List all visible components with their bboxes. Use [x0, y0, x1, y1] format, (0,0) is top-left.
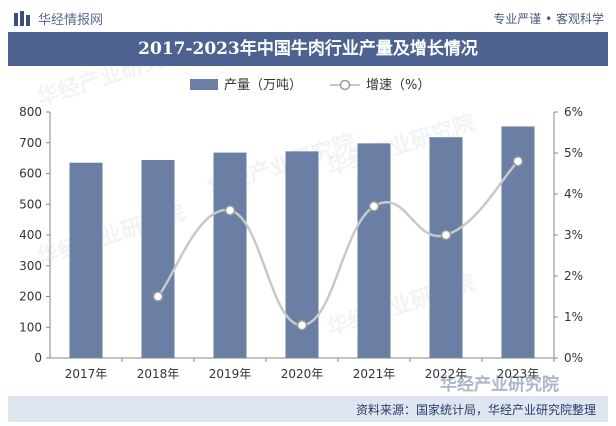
y-left-tick-label: 300 — [19, 259, 42, 273]
source-note: 资料来源：国家统计局，华经产业研究院整理 — [355, 403, 596, 417]
x-tick-label: 2023年 — [497, 367, 540, 381]
growth-point — [368, 201, 380, 212]
x-tick-label: 2020年 — [281, 367, 324, 381]
y-right-tick-label: 6% — [564, 105, 583, 119]
top-bar: 华经情报网 专业严谨 • 客观科学 — [0, 0, 616, 32]
bar — [357, 143, 391, 358]
bar — [213, 152, 247, 358]
bar — [69, 162, 103, 358]
y-left-tick-label: 500 — [19, 197, 42, 211]
legend-line-marker — [339, 79, 351, 91]
y-right-tick-label: 5% — [564, 146, 583, 160]
y-left-tick-label: 0 — [34, 351, 42, 365]
brand-name: 华经情报网 — [38, 13, 104, 28]
legend-bar-swatch — [190, 79, 218, 90]
x-tick-label: 2018年 — [137, 367, 180, 381]
y-left-tick-label: 800 — [19, 105, 42, 119]
y-left-tick-label: 400 — [19, 228, 42, 242]
slogan: 专业严谨 • 客观科学 — [493, 12, 604, 26]
y-left-tick-label: 200 — [19, 290, 42, 304]
x-tick-label: 2021年 — [353, 367, 396, 381]
y-right-tick-label: 1% — [564, 310, 583, 324]
brand-logo-icon — [14, 11, 30, 26]
x-tick-label: 2017年 — [65, 367, 108, 381]
y-right-tick-label: 3% — [564, 228, 583, 242]
legend-bar-label: 产量（万吨） — [224, 78, 302, 93]
x-tick-label: 2019年 — [209, 367, 252, 381]
chart-title: 2017-2023年中国牛肉行业产量及增长情况 — [8, 32, 608, 66]
y-left-tick-label: 100 — [19, 320, 42, 334]
growth-point — [296, 319, 308, 331]
growth-point — [224, 205, 236, 216]
y-right-tick-label: 2% — [564, 269, 583, 283]
bar — [429, 137, 463, 358]
legend-line-label: 增速（%） — [366, 78, 430, 93]
watermark-text: 华经产业研究院 — [440, 375, 559, 395]
x-tick-label: 2022年 — [425, 367, 468, 381]
y-left-tick-label: 600 — [19, 167, 42, 181]
combo-chart: 华经产业研究院华经产业研究院华经产业研究院华经产业研究院华经产业研究院产量（万吨… — [19, 66, 583, 381]
growth-point — [152, 291, 164, 302]
y-left-tick-label: 700 — [19, 136, 42, 150]
y-right-tick-label: 0% — [564, 351, 583, 365]
watermark-text: 华经产业研究院 — [34, 66, 189, 112]
brand: 华经情报网 — [14, 9, 103, 28]
bar — [141, 159, 175, 358]
footer-band: 资料来源：国家统计局，华经产业研究院整理 — [8, 396, 608, 422]
growth-point — [440, 229, 452, 241]
growth-point — [512, 155, 524, 167]
y-right-tick-label: 4% — [564, 187, 583, 201]
